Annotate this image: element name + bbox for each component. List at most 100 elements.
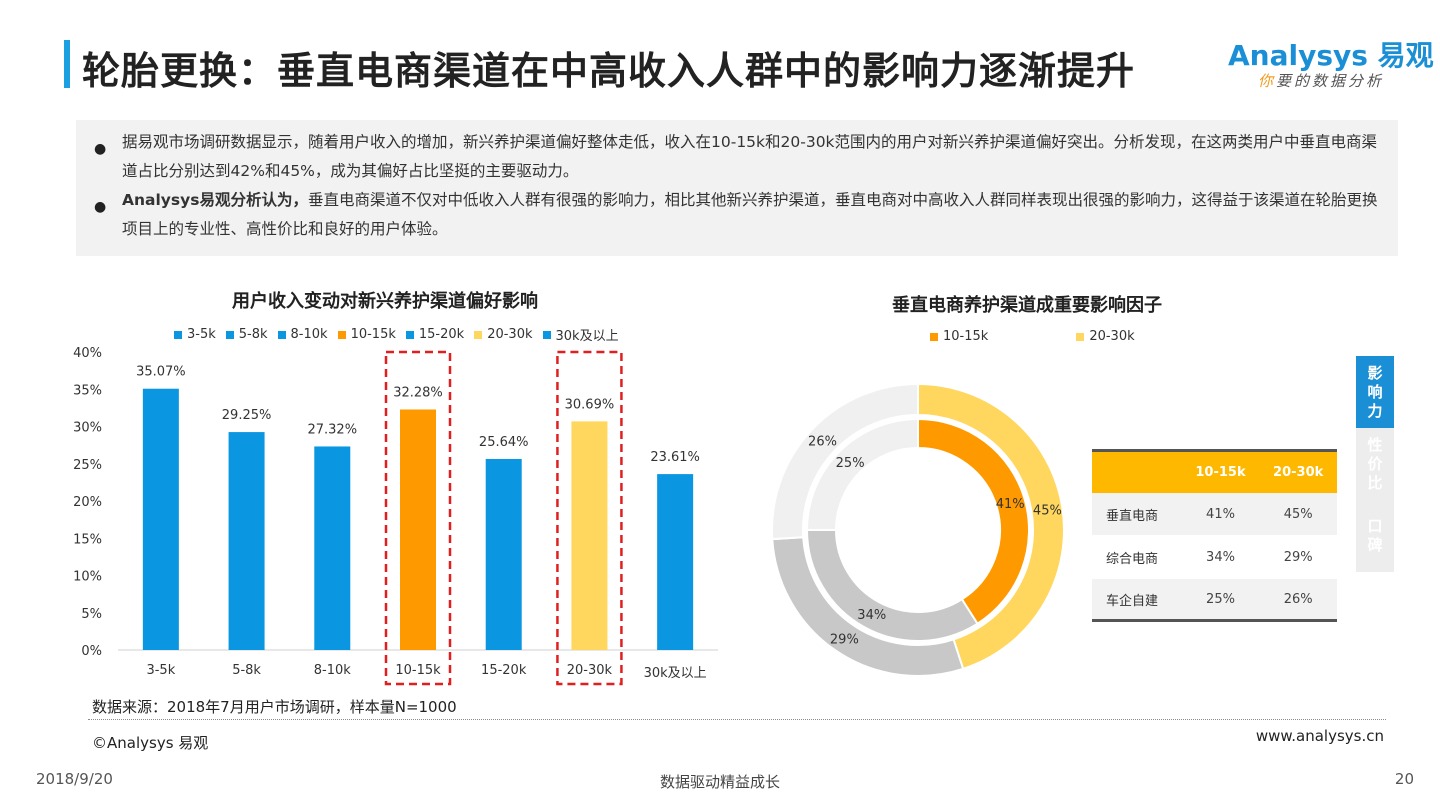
donut-value-label: 26% <box>808 434 837 449</box>
logo-tagline-accent: 你 <box>1258 72 1277 90</box>
y-tick-label: 0% <box>81 644 102 659</box>
donut-slice-inner-车企自建 <box>805 417 919 531</box>
legend-swatch <box>174 330 182 339</box>
y-tick-label: 10% <box>73 570 102 585</box>
legend-swatch <box>277 330 286 339</box>
y-tick-label: 40% <box>73 346 102 361</box>
bar-value-label: 32.28% <box>393 386 443 401</box>
y-tick-label: 25% <box>73 458 102 473</box>
table-cell: 25% <box>1206 591 1235 607</box>
donut-value-label: 34% <box>857 608 886 623</box>
highlight-box-20-30k <box>556 350 623 686</box>
bar-value-label: 23.61% <box>650 450 700 465</box>
tab-char: 响 <box>1367 382 1383 401</box>
bullet-icon: ● <box>94 141 107 157</box>
bar-value-label: 30.69% <box>565 397 615 412</box>
legend-label: 15-20k <box>418 327 465 342</box>
summary-item-2: ● Analysys易观分析认为，垂直电商渠道不仅对中低收入人群有很强的影响力，… <box>94 186 1382 244</box>
y-tick-label: 20% <box>73 495 102 510</box>
legend-item: 30k及以上 <box>542 325 619 344</box>
bar-value-label: 25.64% <box>479 435 529 450</box>
title-accent-bar <box>64 40 70 88</box>
footer-divider <box>88 719 1386 720</box>
footer-slogan: 数据驱动精益成长 <box>659 773 780 791</box>
legend-item: 5-8k <box>225 325 268 344</box>
bar-15-20k <box>485 458 522 650</box>
legend-item: 10-15k <box>930 329 988 344</box>
summary-text: 垂直电商渠道不仅对中低收入人群有很强的影响力，相比其他新兴养护渠道，垂直电商对中… <box>122 191 1378 238</box>
x-tick-label: 30k及以上 <box>644 666 707 681</box>
bar-8-10k <box>314 446 351 650</box>
x-tick-label: 10-15k <box>395 663 441 678</box>
donut-slice-outer-车企自建 <box>771 382 919 541</box>
legend-swatch <box>542 330 551 339</box>
bar-chart: 0% 5% 10% 15% 20% 25% 30% 35% 40% 35.07% 3-5k 29.25… <box>73 346 718 686</box>
legend-label: 3-5k <box>187 327 216 342</box>
legend-item: 8-10k <box>277 325 328 344</box>
analysys-logo: Analysys 易观 你要的数据分析 <box>1228 34 1434 94</box>
tab-char: 性 <box>1367 435 1383 454</box>
logo-tagline: 你要的数据分析 <box>1258 70 1384 91</box>
footer-date: 2018/9/20 <box>36 770 113 788</box>
tab-influence[interactable]: 影 响 力 <box>1356 356 1394 428</box>
bar-5-8k <box>228 432 265 650</box>
donut-chart-legend: 10-15k 20-30k <box>930 329 1223 344</box>
legend-label: 10-15k <box>350 327 396 342</box>
logo-tagline-rest: 要的数据分析 <box>1276 72 1385 90</box>
x-tick-label: 3-5k <box>146 663 175 678</box>
legend-swatch <box>930 332 938 341</box>
table-cell: 45% <box>1283 506 1313 522</box>
tab-char: 碑 <box>1367 536 1383 554</box>
donut-value-label: 29% <box>830 632 859 647</box>
donut-value-label: 25% <box>836 456 865 471</box>
legend-label: 30k及以上 <box>555 329 619 344</box>
table-cell: 综合电商 <box>1106 551 1159 567</box>
x-tick-label: 15-20k <box>481 663 527 678</box>
bar-3-5k <box>142 388 179 650</box>
summary-item-1: ● 据易观市场调研数据显示，随着用户收入的增加，新兴养护渠道偏好整体走低，收入在… <box>94 128 1382 186</box>
tab-char: 力 <box>1367 401 1383 420</box>
summary-lead: Analysys易观分析认为， <box>122 191 308 209</box>
bar-value-label: 35.07% <box>136 365 186 380</box>
legend-label: 8-10k <box>290 327 328 342</box>
bar-value-label: 29.25% <box>222 408 272 423</box>
website-link[interactable]: www.analysys.cn <box>1255 727 1384 745</box>
donut-value-label: 45% <box>1033 504 1062 519</box>
tab-char: 价 <box>1367 454 1383 473</box>
summary-text: 据易观市场调研数据显示，随着用户收入的增加，新兴养护渠道偏好整体走低，收入在10… <box>122 133 1378 180</box>
table-cell: 41% <box>1206 506 1235 522</box>
highlight-box-10-15k <box>384 350 452 686</box>
table-cell: 垂直电商 <box>1106 508 1159 524</box>
tab-value-for-money[interactable]: 性 价 比 <box>1356 428 1394 500</box>
tab-char: 口 <box>1367 517 1383 535</box>
legend-swatch <box>225 330 234 339</box>
legend-swatch <box>337 330 346 339</box>
legend-label: 20-30k <box>487 327 533 342</box>
table-header-row: 10-15k 20-30k <box>1092 449 1337 493</box>
data-source-note: 数据来源：2018年7月用户市场调研，样本量N=1000 <box>92 698 457 716</box>
legend-item: 15-20k <box>405 325 465 344</box>
legend-label: 20-30k <box>1089 329 1135 344</box>
legend-item: 3-5k <box>174 325 216 344</box>
bar-value-label: 27.32% <box>307 422 357 437</box>
donut-chart-title: 垂直电商养护渠道成重要影响因子 <box>892 295 1162 316</box>
factor-table: 10-15k 20-30k 垂直电商 41% 45% 综合电商 34% 29% … <box>1092 449 1337 622</box>
bar-chart-legend: 3-5k 5-8k 8-10k 10-15k 15-20k 20-30k 30k及以上 <box>174 325 629 344</box>
bullet-icon: ● <box>94 199 107 215</box>
x-tick-label: 8-10k <box>314 663 352 678</box>
table-row: 垂直电商 41% 45% <box>1092 493 1337 536</box>
table-cell: 34% <box>1206 549 1235 565</box>
tab-reputation[interactable]: 口 碑 <box>1356 500 1394 572</box>
legend-swatch <box>1076 332 1085 341</box>
table-header-cell: 10-15k <box>1195 465 1246 480</box>
table-row: 综合电商 34% 29% <box>1092 536 1337 579</box>
y-tick-label: 5% <box>81 607 102 622</box>
legend-swatch <box>474 330 483 339</box>
page-title: 轮胎更换：垂直电商渠道在中高收入人群中的影响力逐渐提升 <box>82 49 1136 93</box>
table-cell: 26% <box>1283 591 1313 607</box>
bar-30k及以上 <box>657 474 694 650</box>
table-row: 车企自建 25% 26% <box>1092 579 1337 622</box>
bar-10-15k <box>400 409 436 650</box>
copyright: ©Analysys 易观 <box>92 734 209 752</box>
legend-swatch <box>405 330 414 339</box>
